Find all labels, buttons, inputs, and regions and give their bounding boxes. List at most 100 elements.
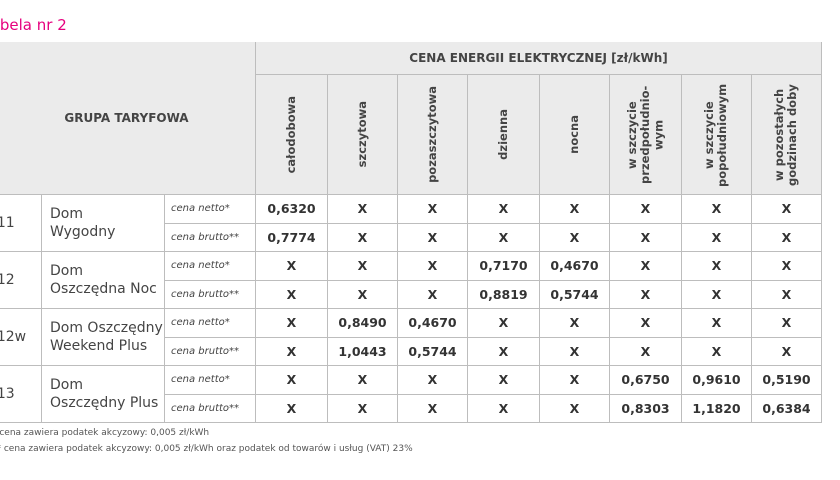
column-header-text: szczytowa: [354, 101, 369, 168]
price-cell: X: [398, 195, 468, 224]
footnote: * cena zawiera podatek akcyzowy: 0,005 z…: [0, 428, 210, 438]
price-cell-text: X: [357, 201, 368, 217]
price-cell: 0,4670: [398, 309, 468, 338]
price-cell: X: [398, 223, 468, 252]
price-cell-text: X: [427, 201, 438, 217]
price-cell-text: 0,8490: [338, 315, 387, 331]
price-cell: X: [468, 309, 540, 338]
group-name: Dom Oszczędna Noc: [42, 252, 165, 309]
price-cell-text: X: [286, 372, 297, 388]
price-cell-text: X: [498, 229, 509, 245]
price-cell-text: X: [640, 286, 651, 302]
group-code-text: G12: [0, 272, 15, 288]
price-cell: 0,5744: [540, 280, 610, 309]
group-name: Dom Oszczędny Weekend Plus: [42, 309, 165, 366]
price-cell: X: [540, 337, 610, 366]
price-cell-text: X: [711, 315, 722, 331]
column-header-text: całodobowa: [283, 95, 298, 174]
price-cell-text: 1,0443: [338, 343, 387, 359]
group-code-text: G12w: [0, 329, 27, 345]
price-cell-text: X: [357, 229, 368, 245]
price-cell-text: X: [711, 258, 722, 274]
price-cell: X: [328, 252, 398, 281]
price-cell: X: [468, 223, 540, 252]
price-cell: 0,6384: [752, 394, 822, 423]
price-cell: X: [540, 394, 610, 423]
price-cell-text: X: [286, 258, 297, 274]
price-cell: X: [328, 366, 398, 395]
price-cell: X: [610, 223, 682, 252]
price-cell: X: [682, 280, 752, 309]
column-header: szczytowa: [328, 75, 398, 195]
price-cell-text: X: [711, 201, 722, 217]
price-cell-text: 0,8819: [479, 286, 528, 302]
price-cell-text: X: [357, 286, 368, 302]
column-header: pozaszczytowa: [398, 75, 468, 195]
price-cell-text: X: [569, 315, 580, 331]
price-cell: X: [610, 337, 682, 366]
price-cell-text: X: [427, 286, 438, 302]
price-cell: X: [752, 252, 822, 281]
price-cell: X: [752, 223, 822, 252]
price-cell: 0,9610: [682, 366, 752, 395]
price-cell-text: X: [498, 201, 509, 217]
price-cell-text: X: [286, 343, 297, 359]
price-cell: X: [752, 195, 822, 224]
price-header-text: CENA ENERGII ELEKTRYCZNEJ [zł/kWh]: [409, 51, 668, 65]
footnote: ** cena zawiera podatek akcyzowy: 0,005 …: [0, 444, 413, 454]
price-type-text: cena brutto**: [171, 402, 240, 414]
price-cell: X: [468, 366, 540, 395]
group-code: G13: [0, 366, 42, 423]
group-header: GRUPA TARYFOWA: [0, 42, 256, 195]
price-cell-text: X: [427, 372, 438, 388]
price-cell-text: X: [640, 258, 651, 274]
price-cell-text: 0,9610: [692, 372, 741, 388]
price-cell-text: 0,8303: [621, 400, 670, 416]
price-cell: X: [328, 394, 398, 423]
price-cell-text: X: [781, 286, 792, 302]
price-cell-text: X: [286, 400, 297, 416]
price-cell: X: [398, 252, 468, 281]
price-cell: X: [256, 337, 328, 366]
column-header-text: pozaszczytowa: [424, 86, 439, 183]
price-cell-text: X: [498, 372, 509, 388]
column-header-text: nocna: [566, 115, 581, 154]
price-cell: X: [398, 366, 468, 395]
price-cell: X: [256, 394, 328, 423]
price-cell-text: X: [781, 201, 792, 217]
column-header: w pozostałych godzinach doby: [752, 75, 822, 195]
group-name-text: Dom Oszczędny Weekend Plus: [50, 319, 163, 354]
price-cell: X: [398, 280, 468, 309]
price-type: cena netto*: [165, 252, 256, 281]
price-cell: 0,6750: [610, 366, 682, 395]
group-name-text: Dom Wygodny: [50, 205, 116, 240]
price-cell: 0,5744: [398, 337, 468, 366]
group-code: G11: [0, 195, 42, 252]
price-cell: X: [540, 223, 610, 252]
price-cell-text: X: [711, 229, 722, 245]
price-type: cena brutto**: [165, 394, 256, 423]
price-cell-text: X: [357, 400, 368, 416]
price-cell: X: [540, 309, 610, 338]
price-type-text: cena netto*: [171, 317, 230, 329]
group-name-text: Dom Oszczędna Noc: [50, 262, 157, 297]
price-cell-text: 0,7170: [479, 258, 528, 274]
price-cell-text: X: [640, 315, 651, 331]
price-cell: X: [398, 394, 468, 423]
price-cell: 0,5190: [752, 366, 822, 395]
price-cell: X: [328, 280, 398, 309]
price-cell: X: [682, 337, 752, 366]
price-cell-text: 0,7774: [267, 229, 316, 245]
price-cell: 0,6320: [256, 195, 328, 224]
price-cell: X: [682, 223, 752, 252]
price-cell-text: X: [427, 229, 438, 245]
price-cell-text: 1,1820: [692, 400, 741, 416]
price-cell-text: 0,6750: [621, 372, 670, 388]
price-cell: X: [256, 252, 328, 281]
price-cell: X: [256, 309, 328, 338]
price-cell-text: X: [781, 229, 792, 245]
price-cell-text: X: [357, 258, 368, 274]
price-cell-text: X: [781, 343, 792, 359]
price-cell-text: X: [286, 286, 297, 302]
